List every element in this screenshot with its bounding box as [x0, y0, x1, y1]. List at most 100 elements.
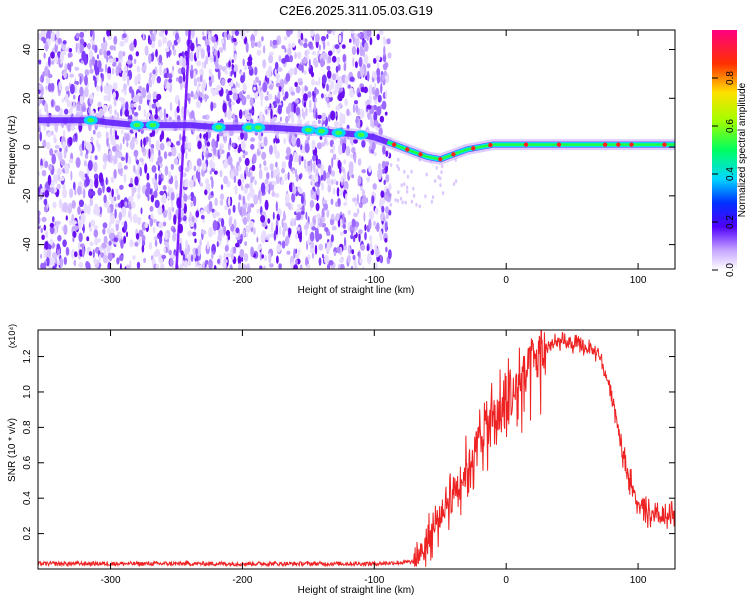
noise-speckle	[270, 221, 274, 233]
noise-speckle	[253, 66, 258, 76]
noise-speckle	[180, 250, 184, 256]
noise-speckle	[208, 79, 212, 87]
noise-speckle	[340, 176, 344, 183]
noise-speckle	[275, 73, 281, 80]
noise-speckle	[161, 174, 164, 179]
noise-speckle	[48, 163, 53, 171]
noise-speckle	[298, 187, 303, 195]
noise-speckle	[238, 109, 243, 120]
noise-speckle	[311, 174, 315, 186]
spectrogram-x-ticks: -300 -200 -100 0 100	[101, 30, 647, 286]
x-tick-label: 100	[630, 575, 647, 586]
noise-speckle	[91, 56, 96, 66]
noise-speckle	[321, 208, 325, 219]
noise-speckle	[281, 240, 286, 249]
noise-speckle	[309, 248, 315, 254]
noise-speckle	[130, 212, 133, 223]
noise-speckle	[136, 192, 141, 200]
x-tick-label: -200	[232, 575, 252, 586]
noise-speckle	[198, 82, 201, 87]
noise-speckle	[272, 39, 278, 46]
noise-speckle	[154, 235, 158, 242]
noise-speckle	[297, 77, 303, 83]
noise-speckle	[439, 183, 442, 188]
noise-speckle	[327, 231, 331, 236]
noise-speckle	[177, 152, 182, 160]
noise-speckle	[355, 118, 359, 123]
noise-speckle	[67, 52, 73, 58]
noise-speckle	[343, 244, 347, 251]
noise-speckle	[109, 45, 115, 51]
ridge-hotspot	[523, 142, 529, 147]
noise-speckle	[65, 86, 69, 92]
noise-speckle	[259, 111, 263, 122]
noise-speckle	[156, 76, 161, 84]
noise-speckle	[186, 245, 191, 251]
noise-speckle	[94, 66, 100, 76]
noise-speckle	[345, 193, 348, 202]
noise-speckle	[324, 254, 329, 264]
noise-speckle	[258, 168, 263, 180]
noise-speckle	[59, 147, 62, 152]
noise-speckle	[194, 238, 197, 243]
noise-speckle	[347, 244, 351, 255]
noise-speckle	[180, 208, 185, 219]
noise-speckle	[142, 32, 145, 40]
noise-speckle	[239, 248, 245, 258]
noise-speckle	[263, 265, 266, 269]
noise-speckle	[175, 77, 179, 82]
noise-speckle	[274, 68, 277, 76]
noise-speckle	[92, 249, 95, 259]
noise-speckle	[357, 92, 362, 98]
noise-speckle	[194, 222, 197, 229]
noise-speckle	[155, 105, 158, 116]
noise-speckle	[235, 227, 240, 234]
noise-speckle	[285, 115, 289, 124]
noise-speckle	[99, 245, 103, 253]
noise-speckle	[205, 149, 209, 155]
noise-speckle	[93, 229, 99, 238]
noise-speckle	[193, 70, 196, 81]
noise-speckle	[201, 162, 207, 171]
noise-speckle	[136, 216, 142, 225]
noise-speckle	[256, 117, 260, 123]
noise-speckle	[326, 41, 330, 47]
noise-speckle	[318, 257, 322, 266]
noise-speckle	[123, 235, 127, 244]
noise-speckle	[79, 38, 85, 45]
noise-speckle	[62, 129, 66, 137]
noise-speckle	[218, 47, 224, 53]
noise-speckle	[250, 246, 255, 257]
noise-speckle	[168, 249, 172, 256]
noise-speckle	[381, 74, 386, 81]
noise-speckle	[123, 83, 127, 91]
noise-speckle	[63, 224, 68, 236]
noise-speckle	[388, 249, 392, 260]
noise-speckle	[184, 167, 190, 173]
noise-speckle	[259, 251, 262, 261]
noise-speckle	[40, 188, 45, 193]
noise-speckle	[321, 181, 324, 191]
noise-speckle	[382, 168, 385, 174]
noise-speckle	[86, 236, 90, 242]
noise-speckle	[369, 235, 373, 242]
noise-speckle	[199, 239, 202, 247]
noise-speckle	[137, 183, 141, 194]
noise-speckle	[245, 42, 249, 53]
noise-speckle	[150, 194, 155, 203]
noise-speckle	[108, 150, 113, 155]
noise-speckle	[403, 169, 406, 174]
noise-speckle	[195, 48, 199, 60]
noise-speckle	[115, 65, 119, 77]
noise-speckle	[276, 255, 279, 264]
noise-speckle	[254, 42, 258, 47]
noise-speckle	[159, 142, 165, 151]
noise-speckle	[121, 206, 127, 217]
noise-speckle	[384, 237, 388, 243]
noise-speckle	[266, 172, 270, 180]
noise-speckle	[119, 254, 124, 262]
colorbar-tick-label: 0.0	[725, 263, 736, 277]
noise-speckle	[259, 193, 262, 205]
noise-speckle	[355, 104, 359, 113]
noise-speckle	[385, 206, 389, 214]
